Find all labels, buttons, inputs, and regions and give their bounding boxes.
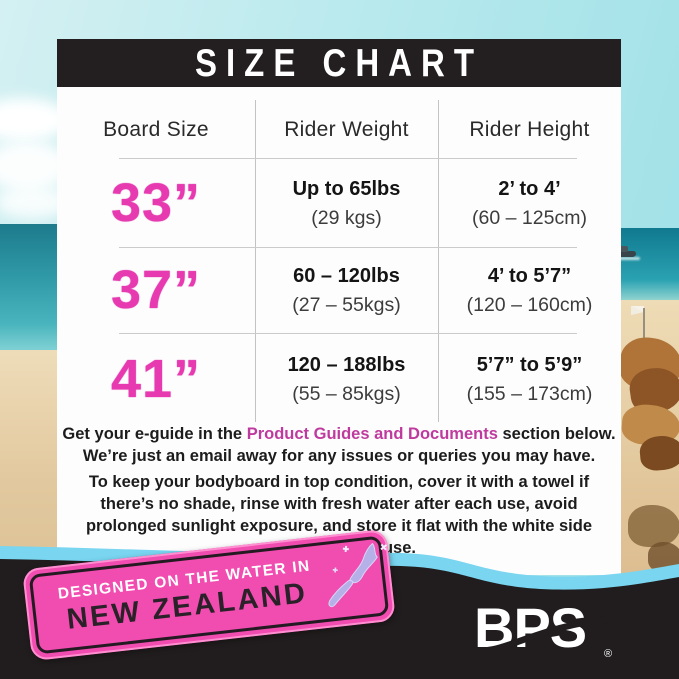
rider-weight-value: 60 – 120lbs — [293, 265, 400, 287]
rider-height-metric: (155 – 173cm) — [466, 383, 593, 405]
row-divider — [119, 333, 577, 334]
rider-weight-metric: (29 kgs) — [311, 206, 382, 229]
bps-logo-swoosh — [469, 614, 617, 654]
rider-weight-value: Up to 65lbs — [292, 177, 401, 200]
size-chart-card: Board Size Rider Weight Rider Height 33”… — [57, 87, 621, 575]
beach-flag-icon — [631, 306, 644, 315]
eguide-suffix: section below. — [497, 425, 616, 443]
column-divider — [255, 100, 256, 422]
title-bar: SIZE CHART — [57, 39, 621, 87]
registered-mark: ® — [604, 648, 612, 660]
column-divider — [438, 100, 439, 422]
rider-height-value: 2’ to 4’ — [498, 177, 561, 200]
table-row: 37” 60 – 120lbs (27 – 55kgs) 4’ to 5’7” … — [57, 247, 621, 333]
boat-cabin — [619, 246, 628, 252]
row-divider — [119, 247, 577, 248]
product-guides-link-text: Product Guides and Documents — [246, 425, 498, 443]
sparkle-icon — [332, 567, 338, 573]
new-zealand-map-icon — [328, 542, 388, 608]
eguide-line2: We’re just an email away for any issues … — [82, 447, 596, 465]
rock — [628, 505, 679, 547]
boat-icon — [614, 251, 636, 257]
sparkle-icon — [380, 543, 388, 551]
bps-logo: BPS ® — [469, 597, 617, 660]
board-size-value: 37” — [110, 260, 202, 320]
flag-pole — [643, 308, 645, 338]
ocean-left — [0, 224, 57, 352]
designed-in-new-zealand-stamp: DESIGNED ON THE WATER IN NEW ZEALAND — [22, 528, 396, 662]
rider-height-metric: (120 – 160cm) — [466, 294, 593, 316]
eguide-note: Get your e-guide in the Product Guides a… — [57, 423, 621, 467]
board-size-value: 41” — [110, 349, 202, 409]
column-header-rider-height: Rider Height — [469, 117, 590, 141]
table-row: 41” 120 – 188lbs (55 – 85kgs) 5’7” to 5’… — [57, 333, 621, 425]
rock — [638, 434, 679, 472]
row-divider — [119, 158, 577, 159]
boat-wake — [610, 257, 640, 260]
rider-height-value: 5’7” to 5’9” — [476, 354, 583, 376]
page-title: SIZE CHART — [195, 40, 483, 85]
column-header-board-size: Board Size — [103, 117, 209, 141]
table-row: 33” Up to 65lbs (29 kgs) 2’ to 4’ (60 – … — [57, 158, 621, 247]
ocean-right — [621, 228, 679, 302]
rider-height-value: 4’ to 5’7” — [487, 265, 572, 287]
sparkle-icon — [342, 545, 349, 553]
board-size-value: 33” — [110, 172, 202, 233]
eguide-line1: Get your e-guide in the Product Guides a… — [57, 423, 621, 445]
rider-height-metric: (60 – 125cm) — [472, 206, 587, 229]
rider-weight-metric: (55 – 85kgs) — [292, 383, 401, 405]
rider-weight-metric: (27 – 55kgs) — [292, 294, 401, 316]
rider-weight-value: 120 – 188lbs — [287, 354, 406, 376]
table-header-row: Board Size Rider Weight Rider Height — [57, 101, 621, 158]
eguide-prefix: Get your e-guide in the — [62, 425, 247, 443]
column-header-rider-weight: Rider Weight — [284, 117, 409, 141]
